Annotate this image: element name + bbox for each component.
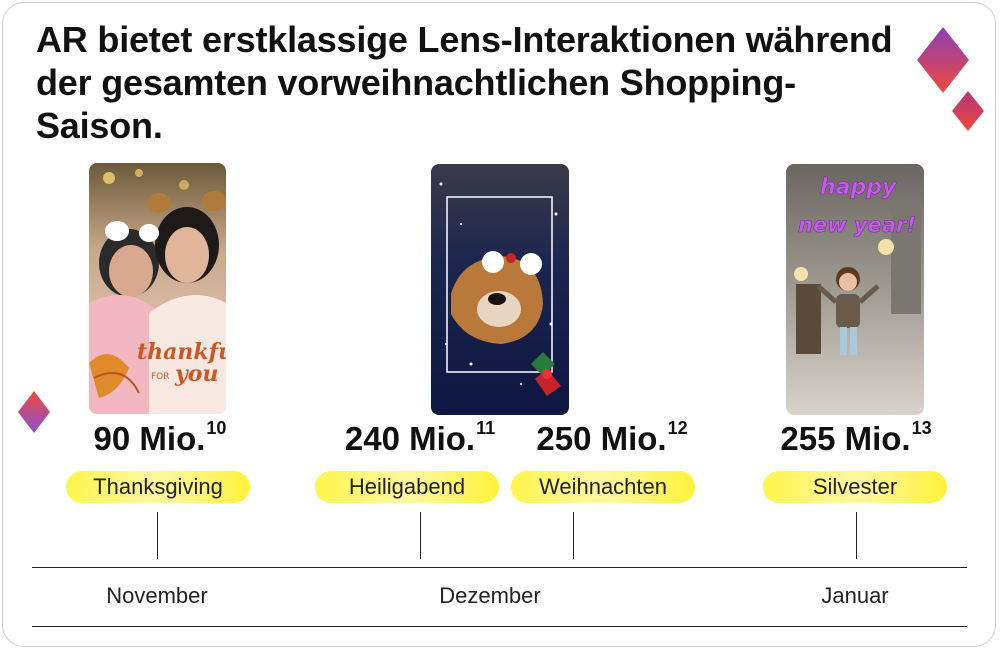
diamond-small-icon [952,91,984,131]
pill-silvester: Silvester [763,471,947,503]
stat-heiligabend: 240 Mio.11 [344,418,496,457]
month-dezember: Dezember [439,583,541,608]
stat-thanksgiving: 90 Mio.10 [93,418,227,457]
pill-heiligabend: Heiligabend [315,471,499,503]
happy-text: happy [820,175,898,200]
stat-weihnachten: 250 Mio.12 [536,418,688,457]
christmas-eve-photo [431,164,569,415]
for-text: FOR [151,372,170,382]
timeline-top-line [32,567,967,568]
timeline-tick-weihnachten [573,512,574,559]
thanksgiving-photo: thankful FOR you [89,163,226,414]
page-title: AR bietet erstklassige Lens-Interaktione… [36,19,893,146]
new-years-eve-photo: happy new year! [786,164,924,415]
timeline-tick-thanksgiving [157,512,158,559]
pill-thanksgiving: Thanksgiving [66,471,250,503]
diamond-left-icon [18,391,50,433]
pill-weihnachten: Weihnachten [511,471,695,503]
thankful-text: thankful [137,339,226,365]
timeline-tick-heiligabend [420,512,421,559]
you-text: you [174,361,218,387]
stat-silvester: 255 Mio.13 [780,418,932,457]
timeline-tick-silvester [856,512,857,559]
month-november: November [106,583,208,608]
month-januar: Januar [821,583,889,608]
timeline-bottom-line [32,626,967,627]
diamond-large-icon [917,27,969,93]
new-year-text: new year! [798,213,916,237]
